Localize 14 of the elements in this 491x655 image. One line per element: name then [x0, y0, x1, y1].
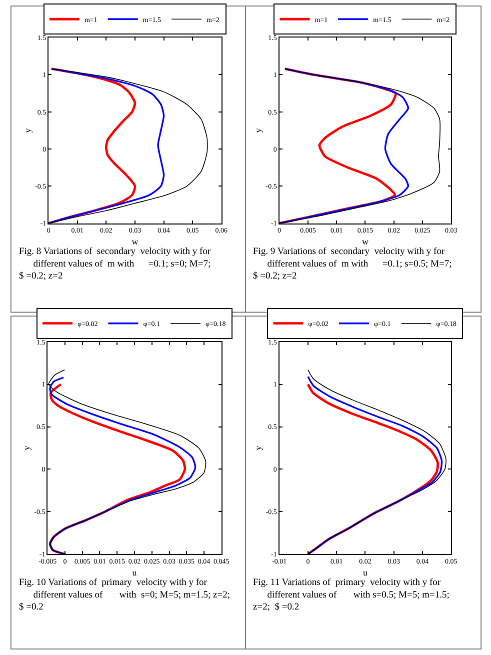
y-axis-title: y: [253, 128, 264, 133]
caption: Fig. 10 Variations of primary velocity with y for different values of with s=0; M=5; m=1.5; z=2; $ =0.2: [19, 578, 230, 613]
line-series: [48, 68, 136, 224]
y-axis-title: y: [22, 128, 32, 133]
y-axis-title: y: [253, 445, 264, 450]
x-axis-title: w: [132, 236, 139, 246]
x-axis-title: w: [362, 236, 369, 246]
y-axis-title: y: [21, 445, 32, 450]
caption: Fig. 11 Variations of primary velocity with y for different values of with s=0.5; M=5; m=1.5; z=2; $ =0.2: [253, 578, 450, 613]
caption: Fig. 8 Variations of secondary velocity with y for different values of m with =0.1; s=0; M=7; $ =0.2; z=2: [19, 247, 212, 282]
x-axis-title: u: [362, 567, 368, 578]
line-series: [48, 68, 165, 224]
x-axis-title: u: [132, 567, 138, 578]
caption: Fig. 9 Variations of secondary velocity with y for different values of m with =0.1; s=0.5; M=7; $ =0.2; z=2: [253, 247, 452, 282]
